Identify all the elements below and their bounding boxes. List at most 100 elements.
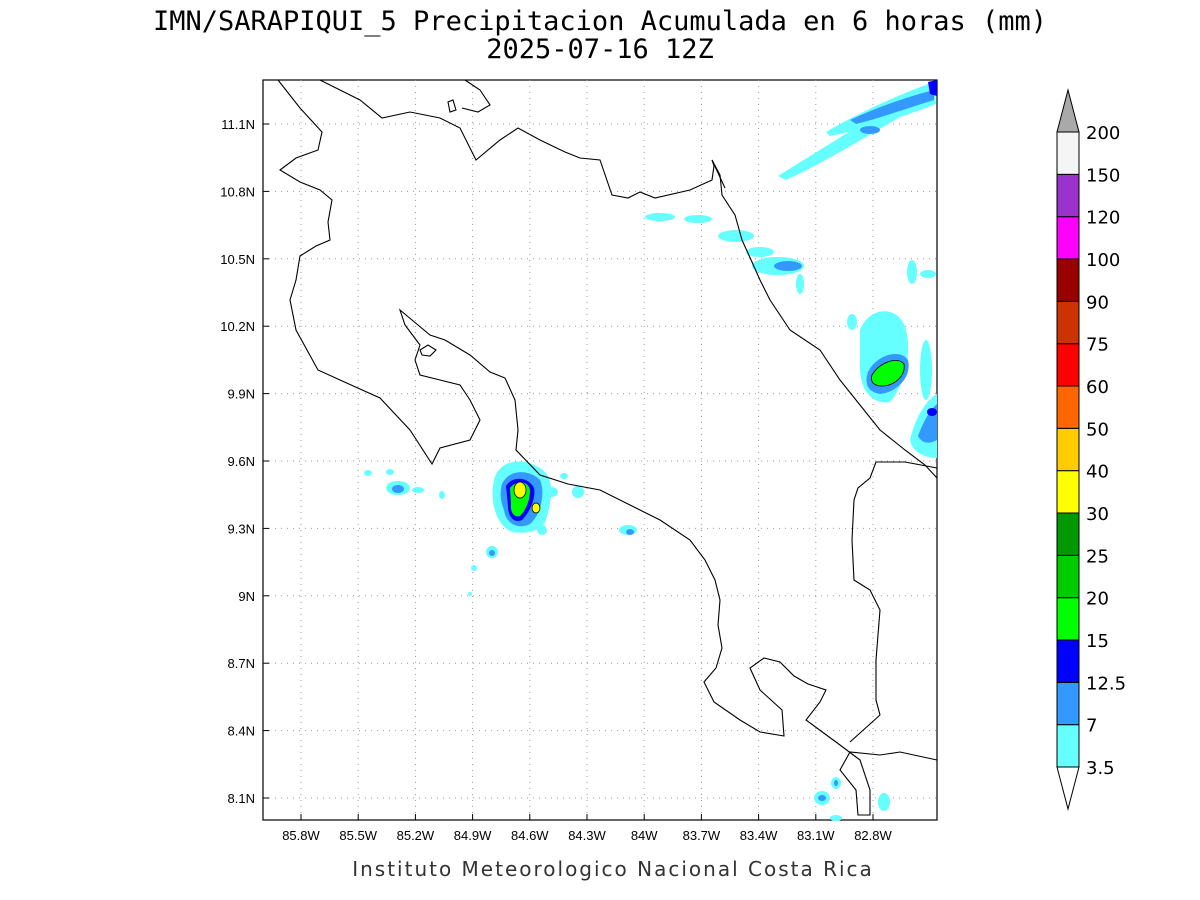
precip-spot bbox=[746, 247, 774, 257]
nicaragua-coast-north bbox=[319, 79, 726, 199]
precip-spot bbox=[920, 270, 936, 278]
lon-tick-label: 83.1W bbox=[797, 828, 835, 843]
precip-spot bbox=[439, 491, 445, 499]
precip-spot bbox=[928, 80, 937, 96]
precip-spot bbox=[560, 473, 568, 479]
colorbar-arrow-high bbox=[1056, 88, 1080, 133]
precip-spot bbox=[645, 213, 675, 221]
colorbar-box bbox=[1056, 173, 1080, 218]
colorbar-box bbox=[1056, 385, 1080, 429]
precip-spot bbox=[818, 795, 826, 801]
precip-spot bbox=[572, 486, 584, 498]
credit-text: Instituto Meteorologico Nacional Costa R… bbox=[352, 857, 874, 881]
precip-spot bbox=[684, 215, 712, 223]
colorbar-level-label: 30 bbox=[1086, 504, 1109, 525]
map-subtitle-datetime: 2025-07-16 12Z bbox=[486, 34, 714, 65]
lon-tick-label: 83.7W bbox=[683, 828, 721, 843]
precip-cluster-east-core bbox=[871, 360, 905, 387]
panama-border bbox=[849, 461, 938, 743]
colorbar-level-label: 40 bbox=[1086, 462, 1109, 483]
latitude-ticks: 11.1N 10.8N 10.5N 10.2N 9.9N 9.6N 9.3N 9N 8.7N 8.… bbox=[220, 117, 269, 806]
colorbar-box bbox=[1056, 216, 1080, 260]
precip-spot bbox=[537, 525, 547, 535]
coastlines bbox=[277, 79, 938, 816]
precip-spot bbox=[927, 408, 937, 416]
lat-tick-label: 11.1N bbox=[221, 117, 255, 132]
precip-band-ne-3 bbox=[850, 90, 934, 124]
colorbar-box bbox=[1056, 554, 1080, 599]
colorbar-box bbox=[1056, 681, 1080, 726]
lon-tick-label: 83.4W bbox=[740, 828, 778, 843]
colorbar-level-label: 200 bbox=[1086, 123, 1120, 144]
colorbar-level-label: 75 bbox=[1086, 335, 1109, 356]
plot-area bbox=[262, 79, 938, 821]
lon-tick-label: 85.2W bbox=[397, 828, 435, 843]
precip-max-spot bbox=[513, 481, 527, 499]
lat-tick-label: 9.6N bbox=[228, 454, 255, 469]
precip-spot bbox=[878, 793, 890, 811]
colorbar-level-label: 3.5 bbox=[1086, 758, 1115, 779]
lon-tick-label: 84W bbox=[631, 828, 658, 843]
precip-spot bbox=[468, 592, 472, 596]
precip-spot bbox=[626, 529, 634, 535]
colorbar-legend: 3.5 7 12.5 15 20 25 30 40 50 60 75 90 100 120 150 200 bbox=[1056, 88, 1126, 811]
colorbar-box bbox=[1056, 512, 1080, 556]
colorbar-level-label: 12.5 bbox=[1086, 673, 1126, 694]
precip-spot bbox=[392, 485, 404, 493]
colorbar-box bbox=[1056, 300, 1080, 345]
precip-spot bbox=[907, 260, 917, 284]
precipitation-fields bbox=[364, 80, 937, 821]
precip-spot bbox=[718, 230, 754, 242]
colorbar-level-label: 25 bbox=[1086, 546, 1109, 567]
lat-tick-label: 9.3N bbox=[228, 521, 255, 536]
precip-spot bbox=[796, 274, 804, 294]
precip-spot bbox=[489, 550, 495, 556]
colorbar-level-label: 60 bbox=[1086, 377, 1109, 398]
colorbar-level-label: 7 bbox=[1086, 716, 1097, 737]
map-frame: 85.8W 85.5W 85.2W 84.9W 84.6W 84.3W 84W 83.7W 83… bbox=[220, 79, 938, 843]
colorbar-box bbox=[1056, 258, 1080, 302]
island-gulf bbox=[419, 344, 437, 357]
colorbar-level-label: 90 bbox=[1086, 292, 1109, 313]
colorbar-arrow-low bbox=[1056, 766, 1080, 811]
caribbean-coast bbox=[711, 159, 938, 479]
colorbar-box bbox=[1056, 639, 1080, 683]
precip-spot bbox=[920, 340, 932, 400]
colorbar-level-label: 150 bbox=[1086, 165, 1120, 186]
colorbar-level-label: 50 bbox=[1086, 419, 1109, 440]
precip-spot bbox=[774, 261, 802, 271]
colorbar-level-label: 120 bbox=[1086, 208, 1120, 229]
north-bay bbox=[461, 79, 491, 113]
precip-spot bbox=[412, 487, 424, 493]
colorbar-level-label: 15 bbox=[1086, 631, 1109, 652]
map-title: IMN/SARAPIQUI_5 Precipitacion Acumulada … bbox=[153, 6, 1047, 37]
longitude-ticks: 85.8W 85.5W 85.2W 84.9W 84.6W 84.3W 84W 83.7W 83… bbox=[282, 814, 893, 843]
colorbar-box bbox=[1056, 343, 1080, 387]
lon-tick-label: 85.8W bbox=[282, 828, 320, 843]
lat-tick-label: 8.7N bbox=[228, 656, 255, 671]
lat-tick-label: 10.5N bbox=[220, 252, 255, 267]
colorbar-box bbox=[1056, 131, 1080, 175]
colorbar-box bbox=[1056, 597, 1080, 641]
nicaragua-lake-coast bbox=[277, 79, 938, 816]
precip-spot bbox=[546, 487, 558, 497]
graticule bbox=[263, 80, 937, 820]
precip-spot bbox=[860, 126, 880, 134]
lon-tick-label: 84.6W bbox=[511, 828, 549, 843]
precip-spot bbox=[364, 470, 372, 476]
colorbar-level-label: 100 bbox=[1086, 250, 1120, 271]
precip-spot bbox=[834, 780, 838, 786]
lat-tick-label: 10.8N bbox=[220, 184, 255, 199]
precip-spot bbox=[386, 469, 394, 475]
colorbar-box bbox=[1056, 427, 1080, 472]
colorbar-level-label: 20 bbox=[1086, 589, 1109, 610]
precip-spot bbox=[830, 815, 842, 821]
precip-spot bbox=[847, 314, 857, 330]
island bbox=[447, 99, 457, 113]
lat-tick-label: 9N bbox=[238, 589, 255, 604]
precip-max-spot bbox=[531, 502, 541, 514]
lat-tick-label: 10.2N bbox=[220, 319, 255, 334]
lat-tick-label: 8.1N bbox=[228, 791, 255, 806]
colorbar-box bbox=[1056, 724, 1080, 768]
lon-tick-label: 84.9W bbox=[454, 828, 492, 843]
